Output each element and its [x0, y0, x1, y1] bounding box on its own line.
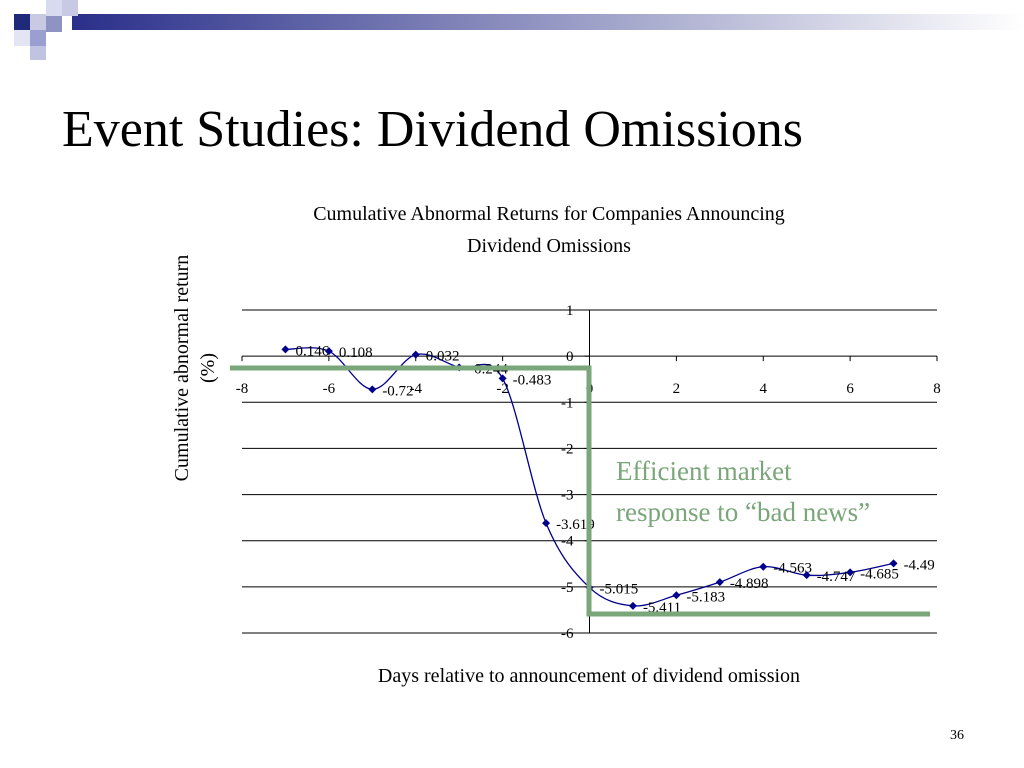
data-label: -4.563: [773, 561, 812, 577]
y-tick-label: -5: [561, 580, 574, 596]
deco-square: [30, 14, 46, 30]
chart-title: Dividend Omissions: [467, 235, 631, 257]
y-tick-label: -3: [561, 488, 574, 504]
x-tick-label: 6: [846, 381, 854, 397]
data-label: -4.685: [860, 566, 899, 582]
header-gradient-band: [72, 14, 1024, 30]
y-tick-label: -4: [561, 534, 574, 550]
annotation-text: Efficient market: [616, 456, 792, 486]
y-tick-label: 0: [566, 349, 574, 365]
page-number: 36: [950, 728, 964, 743]
data-label: -5.183: [686, 589, 725, 605]
deco-square: [46, 16, 62, 32]
deco-square: [30, 30, 46, 46]
deco-square: [62, 0, 78, 16]
x-tick-label: -6: [323, 381, 336, 397]
data-label: -4.747: [817, 569, 856, 585]
y-tick-label: -2: [561, 441, 574, 457]
data-point: [672, 591, 681, 600]
data-label: 0.108: [339, 345, 373, 361]
data-point: [368, 385, 377, 394]
data-point: [411, 350, 420, 359]
data-point: [628, 601, 637, 610]
data-point: [324, 347, 333, 356]
data-point: [498, 374, 507, 383]
data-point: [281, 345, 290, 354]
y-tick-label: 1: [566, 303, 574, 319]
deco-square: [46, 0, 62, 16]
x-tick-label: 8: [933, 381, 941, 397]
data-point: [542, 519, 551, 528]
y-axis-label: Cumulative abnormal return: [171, 255, 193, 482]
slide-title: Event Studies: Dividend Omissions: [62, 101, 803, 158]
data-label: -5.015: [600, 582, 639, 598]
deco-square: [14, 14, 30, 30]
data-point: [715, 578, 724, 587]
x-axis-label: Days relative to announcement of dividen…: [378, 665, 800, 687]
data-label: -4.898: [730, 576, 769, 592]
data-point: [889, 559, 898, 568]
y-tick-label: -6: [561, 626, 574, 642]
deco-square: [30, 46, 46, 60]
y-axis-label: (%): [197, 353, 219, 383]
data-label: -0.72: [382, 383, 413, 399]
x-tick-label: -4: [410, 381, 423, 397]
data-label: -3.619: [556, 517, 595, 533]
data-point: [846, 568, 855, 577]
data-label: -0.483: [513, 372, 552, 388]
x-tick-label: 4: [760, 381, 768, 397]
annotation-text: response to “bad news”: [616, 497, 870, 527]
chart-title: Cumulative Abnormal Returns for Companie…: [313, 203, 785, 225]
x-tick-label: 2: [673, 381, 681, 397]
x-tick-label: -8: [236, 381, 249, 397]
series-line: [285, 347, 894, 607]
data-label: 0.146: [295, 343, 329, 359]
corner-decoration: [14, 0, 1024, 60]
data-label: 0.032: [426, 349, 460, 365]
data-point: [802, 571, 811, 580]
y-tick-label: -1: [561, 395, 574, 411]
annotation-bracket: [230, 365, 930, 617]
deco-square: [14, 30, 30, 46]
data-point: [759, 562, 768, 571]
data-label: -4.49: [904, 557, 935, 573]
